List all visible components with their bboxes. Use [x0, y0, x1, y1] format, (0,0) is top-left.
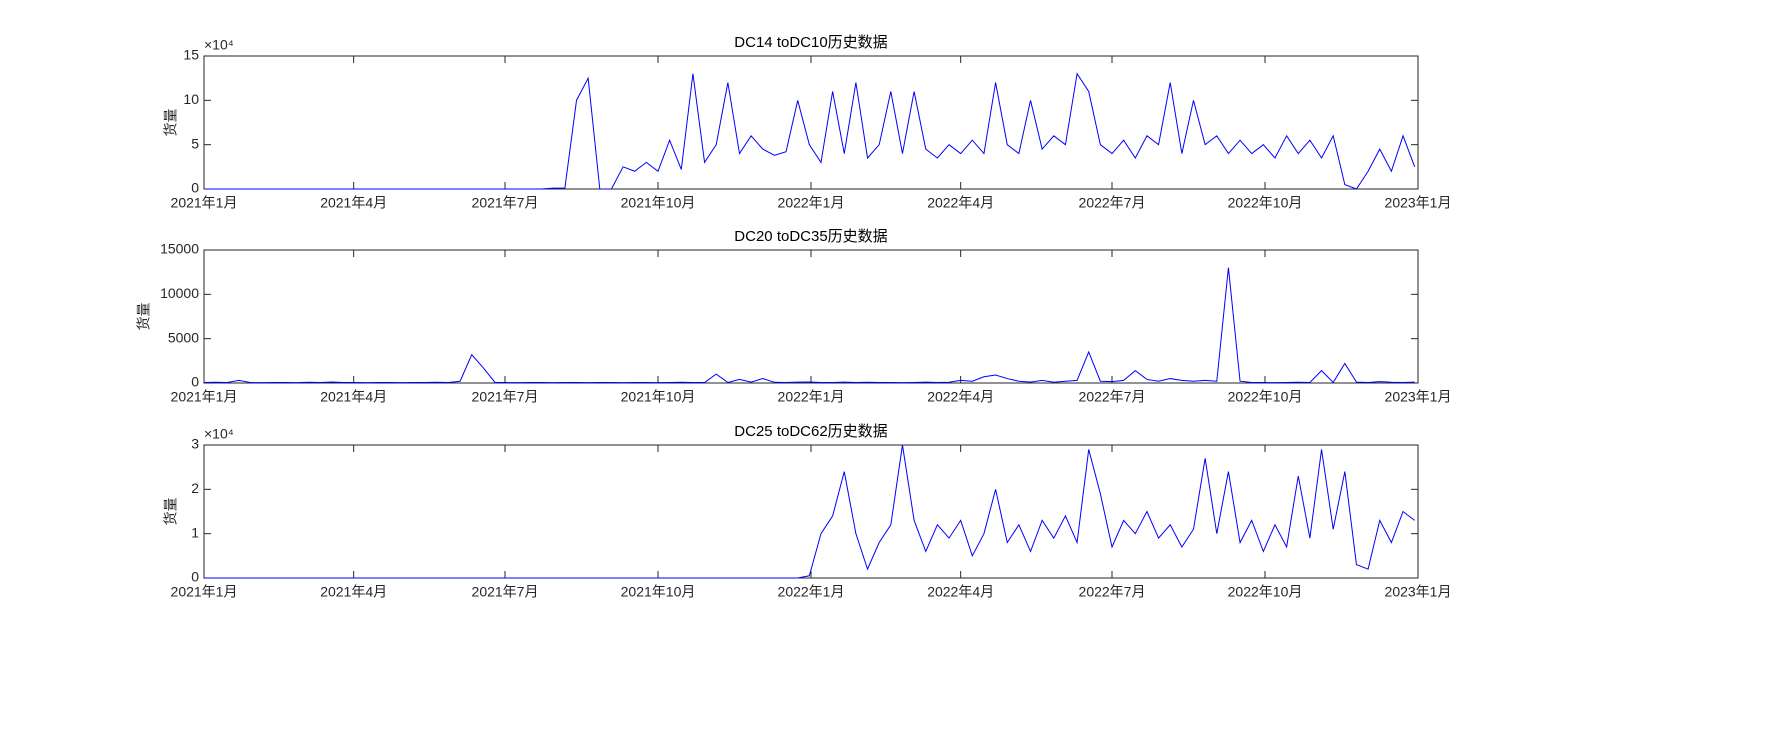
y-tick-label: 3 — [191, 436, 199, 452]
x-tick-label: 2021年1月 — [171, 389, 238, 405]
x-tick-label: 2021年7月 — [472, 584, 539, 600]
chart-title: DC14 toDC10历史数据 — [734, 34, 887, 51]
y-axis-label: 货量 — [136, 303, 152, 331]
y-axis-label: 货量 — [163, 498, 179, 526]
chart-title: DC20 toDC35历史数据 — [734, 228, 887, 245]
y-multiplier: ×10⁴ — [204, 37, 234, 53]
x-tick-label: 2022年10月 — [1228, 389, 1303, 405]
x-tick-label: 2021年1月 — [171, 584, 238, 600]
y-tick-label: 0 — [191, 374, 199, 390]
x-tick-label: 2021年10月 — [621, 195, 696, 211]
x-tick-label: 2021年4月 — [320, 389, 387, 405]
x-tick-label: 2021年4月 — [320, 584, 387, 600]
data-line — [204, 72, 1416, 190]
y-tick-label: 10 — [183, 91, 199, 107]
y-tick-label: 15 — [183, 47, 199, 63]
y-multiplier: ×10⁴ — [204, 426, 234, 442]
y-tick-label: 10000 — [160, 285, 199, 301]
x-tick-label: 2021年4月 — [320, 195, 387, 211]
y-tick-label: 1 — [191, 524, 199, 540]
x-tick-label: 2023年1月 — [1385, 389, 1452, 405]
axes-box — [203, 444, 1419, 579]
y-tick-label: 5 — [191, 135, 199, 151]
axes-box — [203, 55, 1419, 190]
x-tick-label: 2022年7月 — [1079, 584, 1146, 600]
x-tick-label: 2022年1月 — [778, 584, 845, 600]
x-tick-label: 2022年10月 — [1228, 195, 1303, 211]
x-tick-label: 2022年4月 — [927, 389, 994, 405]
x-tick-label: 2023年1月 — [1385, 584, 1452, 600]
x-tick-label: 2022年7月 — [1079, 389, 1146, 405]
x-tick-label: 2022年1月 — [778, 195, 845, 211]
x-tick-label: 2021年10月 — [621, 584, 696, 600]
x-tick-label: 2023年1月 — [1385, 195, 1452, 211]
x-tick-label: 2021年7月 — [472, 195, 539, 211]
y-tick-label: 2 — [191, 480, 199, 496]
x-tick-label: 2022年4月 — [927, 195, 994, 211]
data-line — [203, 267, 1415, 384]
x-tick-label: 2022年7月 — [1079, 195, 1146, 211]
x-tick-label: 2021年1月 — [171, 195, 238, 211]
x-tick-label: 2022年4月 — [927, 584, 994, 600]
x-tick-label: 2021年10月 — [621, 389, 696, 405]
y-tick-label: 0 — [191, 180, 199, 196]
data-line — [204, 444, 1415, 579]
x-tick-label: 2022年10月 — [1228, 584, 1303, 600]
x-tick-label: 2022年1月 — [778, 389, 845, 405]
y-tick-label: 15000 — [160, 241, 199, 257]
chart-title: DC25 toDC62历史数据 — [734, 423, 887, 440]
y-tick-label: 0 — [191, 569, 199, 585]
x-tick-label: 2021年7月 — [472, 389, 539, 405]
y-axis-label: 货量 — [163, 109, 179, 137]
axes-box — [203, 249, 1419, 384]
y-tick-label: 5000 — [168, 329, 199, 345]
